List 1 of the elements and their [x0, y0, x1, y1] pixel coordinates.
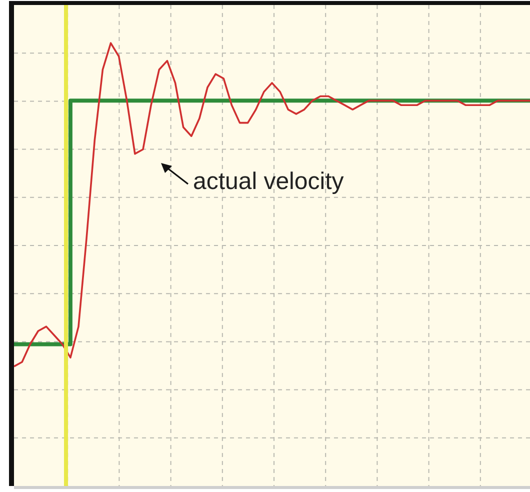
annotation: actual velocity: [193, 168, 344, 196]
